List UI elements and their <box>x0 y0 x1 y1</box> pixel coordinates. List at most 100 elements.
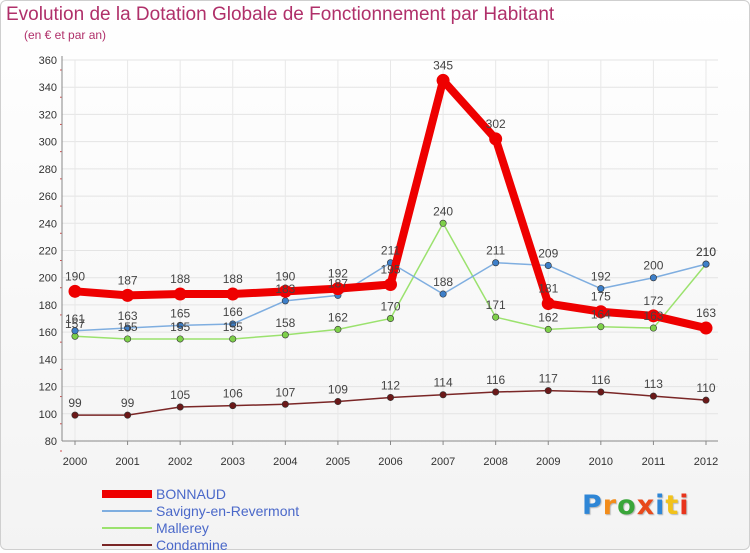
y-tick-label: 240 <box>39 218 57 230</box>
x-tick-label: 2008 <box>483 456 507 468</box>
point-mallerey <box>649 324 657 332</box>
legend-swatch <box>102 527 152 529</box>
y-tick-label: 360 <box>39 55 57 67</box>
point-bonnaud <box>436 73 450 87</box>
point-bonnaud <box>646 309 660 323</box>
data-label-mallerey: 171 <box>486 298 506 312</box>
data-label-bonnaud: 181 <box>538 282 558 296</box>
data-label-condamine: 114 <box>434 376 453 390</box>
data-label-bonnaud: 192 <box>328 267 348 281</box>
data-label-bonnaud: 190 <box>275 269 295 283</box>
x-tick-label: 2002 <box>168 456 192 468</box>
data-label-condamine: 116 <box>486 373 505 387</box>
legend-label: Savigny-en-Revermont <box>156 503 300 519</box>
point-bonnaud <box>541 297 555 311</box>
x-tick-label: 2001 <box>115 456 139 468</box>
data-label-bonnaud: 172 <box>643 294 663 308</box>
point-bonnaud <box>173 287 187 301</box>
data-label-savigny-en-revermont: 165 <box>170 306 190 320</box>
x-tick-label: 2006 <box>378 456 402 468</box>
y-tick-label: 140 <box>39 354 57 366</box>
data-label-savigny-en-revermont: 211 <box>381 244 400 258</box>
point-savigny-en-revermont <box>544 261 552 269</box>
series-bonnaud <box>68 73 713 335</box>
y-tick-label: 220 <box>39 246 57 258</box>
point-mallerey <box>229 335 237 343</box>
y-tick-label: 280 <box>39 164 57 176</box>
data-label-mallerey: 170 <box>380 300 400 314</box>
legend-swatch <box>102 510 152 512</box>
legend-swatch <box>102 544 152 546</box>
data-label-bonnaud: 187 <box>118 273 138 287</box>
data-label-mallerey: 162 <box>328 310 348 324</box>
series-savigny-en-revermont <box>71 259 710 335</box>
y-tick-label: 340 <box>39 82 57 94</box>
y-tick-label: 180 <box>39 300 57 312</box>
data-label-savigny-en-revermont: 166 <box>223 305 243 319</box>
logo-letter: t <box>665 490 680 521</box>
x-tick-label: 2007 <box>431 456 455 468</box>
point-condamine <box>334 398 342 406</box>
data-label-bonnaud: 302 <box>486 117 506 131</box>
data-label-condamine: 112 <box>381 378 400 392</box>
data-label-mallerey: 240 <box>433 204 453 218</box>
legend-label: Condamine <box>156 537 228 553</box>
data-label-mallerey: 164 <box>591 308 611 322</box>
y-tick-label: 260 <box>39 191 57 203</box>
point-savigny-en-revermont <box>71 327 79 335</box>
x-tick-label: 2011 <box>642 456 666 468</box>
data-label-bonnaud: 175 <box>591 290 611 304</box>
data-label-mallerey: 158 <box>275 316 295 330</box>
point-mallerey <box>281 331 289 339</box>
x-tick-label: 2004 <box>273 456 297 468</box>
data-label-mallerey: 210 <box>696 245 716 259</box>
data-label-bonnaud: 188 <box>223 272 243 286</box>
point-bonnaud <box>68 284 82 298</box>
point-condamine <box>281 400 289 408</box>
point-condamine <box>649 392 657 400</box>
data-label-bonnaud: 195 <box>380 263 400 277</box>
point-condamine <box>71 411 79 419</box>
point-condamine <box>386 393 394 401</box>
y-tick-label: 320 <box>39 109 57 121</box>
point-bonnaud <box>121 288 135 302</box>
point-savigny-en-revermont <box>124 324 132 332</box>
data-label-savigny-en-revermont: 161 <box>65 312 85 326</box>
point-bonnaud <box>489 132 503 146</box>
data-label-condamine: 110 <box>696 381 715 395</box>
point-mallerey <box>176 335 184 343</box>
data-label-bonnaud: 163 <box>696 306 716 320</box>
point-condamine <box>229 402 237 410</box>
data-label-savigny-en-revermont: 187 <box>328 276 348 290</box>
point-savigny-en-revermont <box>597 285 605 293</box>
point-mallerey <box>386 315 394 323</box>
legend-label: BONNAUD <box>156 486 227 502</box>
x-tick-label: 2000 <box>63 456 87 468</box>
legend-label: Mallerey <box>156 520 209 536</box>
point-savigny-en-revermont <box>649 274 657 282</box>
y-tick-label: 300 <box>39 137 57 149</box>
point-savigny-en-revermont <box>176 321 184 329</box>
data-label-savigny-en-revermont: 192 <box>591 270 611 284</box>
data-label-condamine: 109 <box>328 383 348 397</box>
data-label-mallerey: 155 <box>118 320 138 334</box>
point-mallerey <box>597 323 605 331</box>
chart-title: Evolution de la Dotation Globale de Fonc… <box>6 4 555 25</box>
x-tick-label: 2005 <box>326 456 350 468</box>
data-label-savigny-en-revermont: 183 <box>275 282 295 296</box>
point-mallerey <box>492 313 500 321</box>
point-bonnaud <box>331 282 345 296</box>
logo-letter: P <box>582 490 603 521</box>
y-tick-label: 200 <box>39 273 57 285</box>
data-label-mallerey: 157 <box>65 317 85 331</box>
point-savigny-en-revermont <box>229 320 237 328</box>
data-label-condamine: 105 <box>170 388 190 402</box>
point-mallerey <box>544 325 552 333</box>
data-labels: 99 99 105 106 107 109 112 114 116 117 116 113 110 157… <box>65 58 716 410</box>
point-condamine <box>439 391 447 399</box>
data-label-bonnaud: 345 <box>433 58 453 72</box>
point-condamine <box>492 388 500 396</box>
point-mallerey <box>334 325 342 333</box>
